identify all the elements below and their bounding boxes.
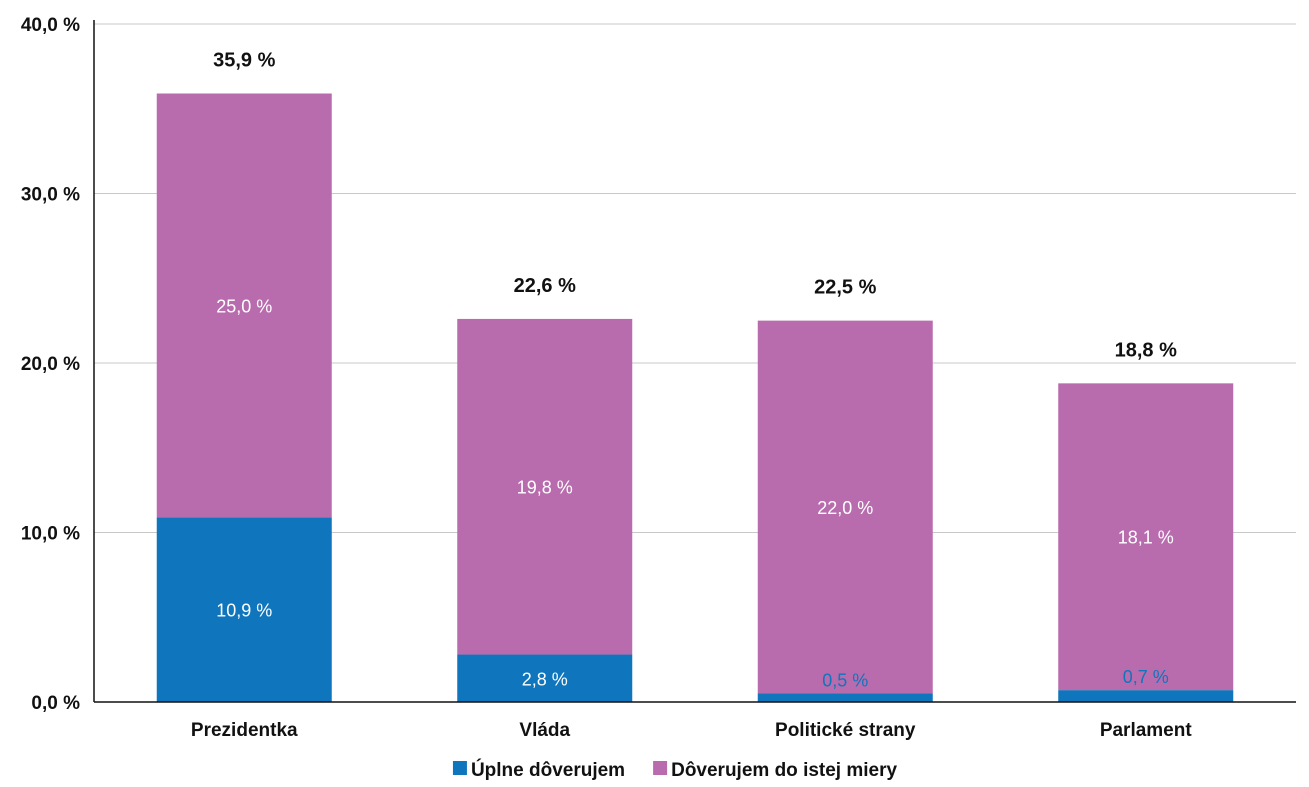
y-axis-tick-labels: 0,0 % 10,0 % 20,0 % 30,0 % 40,0 % [21, 15, 80, 714]
segment-data-label: 0,7 % [1123, 667, 1169, 687]
bar-segment-uplne [1058, 690, 1234, 702]
segment-data-label: 19,8 % [517, 478, 573, 498]
y-tick-label: 40,0 % [21, 15, 80, 36]
bar-segment-do-istej-miery [457, 318, 633, 655]
bar-segment-do-istej-miery [1058, 383, 1234, 691]
segment-data-label: 18,1 % [1118, 528, 1174, 548]
legend-item-do-istej-miery: Dôverujem do istej miery [653, 760, 897, 781]
segment-data-label: 10,9 % [216, 601, 272, 621]
y-tick-label: 0,0 % [31, 693, 80, 714]
segment-data-label: 0,5 % [822, 671, 868, 691]
axes [93, 20, 1296, 703]
total-label: 35,9 % [213, 49, 275, 71]
category-label: Vláda [519, 720, 570, 741]
total-label: 18,8 % [1115, 339, 1177, 361]
total-labels: 35,9 % 22,6 % 22,5 % 18,8 % [213, 49, 1177, 361]
segment-data-labels: 10,9 % 25,0 % 2,8 % 19,8 % 0,5 % 22,0 % 0,7 % 1… [216, 296, 1174, 690]
legend-swatch [653, 761, 668, 775]
bar-segment-uplne [757, 693, 933, 702]
legend-label: Dôverujem do istej miery [671, 760, 897, 781]
bar-segment-uplne [156, 517, 332, 702]
segment-data-label: 2,8 % [522, 669, 568, 689]
legend-item-uplne: Úplne dôverujem [452, 759, 625, 781]
bar-segment-uplne [457, 654, 633, 702]
bar-segment-do-istej-miery [156, 93, 332, 518]
bars [156, 93, 1234, 702]
y-tick-label: 30,0 % [21, 185, 80, 206]
legend: Úplne dôverujem Dôverujem do istej miery [452, 759, 897, 781]
total-label: 22,6 % [514, 275, 576, 297]
legend-swatch [452, 761, 467, 775]
segment-data-label: 25,0 % [216, 296, 272, 316]
category-label: Prezidentka [191, 720, 298, 741]
segment-data-label: 22,0 % [817, 498, 873, 518]
category-label: Parlament [1100, 720, 1193, 741]
category-label: Politické strany [775, 720, 916, 741]
total-label: 22,5 % [814, 277, 876, 299]
y-tick-label: 10,0 % [21, 524, 80, 545]
x-axis-category-labels: Prezidentka Vláda Politické strany Parlamen… [191, 720, 1192, 741]
bar-segment-do-istej-miery [757, 320, 933, 694]
legend-label: Úplne dôverujem [471, 759, 625, 781]
y-tick-label: 20,0 % [21, 354, 80, 375]
